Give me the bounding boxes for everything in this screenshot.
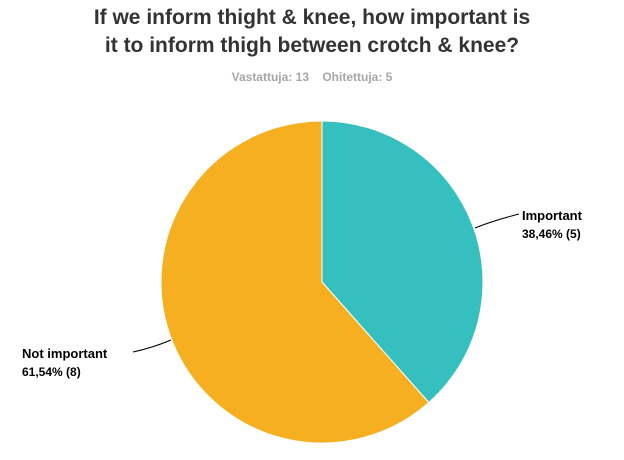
slice-value-important: 38,46% (5) (522, 227, 581, 241)
pie-labels: Important 38,46% (5) Not important 61,54… (22, 208, 583, 379)
slice-label-important: Important (522, 208, 583, 223)
skipped-count: Ohitettuja: 5 (322, 70, 393, 84)
pie-slices (160, 120, 484, 444)
slice-label-not-important: Not important (22, 346, 108, 361)
chart-title: If we inform thight & knee, how importan… (0, 4, 624, 60)
answered-count: Vastattuja: 13 (231, 70, 309, 84)
leader-line-not-important (132, 339, 172, 353)
response-stats: Vastattuja: 13 Ohitettuja: 5 (0, 70, 624, 84)
chart-title-line-2: it to inform thigh between crotch & knee… (104, 34, 520, 57)
pie-slice-important[interactable] (321, 120, 484, 404)
slice-value-not-important: 61,54% (8) (22, 365, 81, 379)
leader-line-important (474, 213, 520, 229)
chart-title-line-1: If we inform thight & knee, how importan… (93, 6, 531, 29)
pie-slice-not-important[interactable] (160, 120, 430, 444)
